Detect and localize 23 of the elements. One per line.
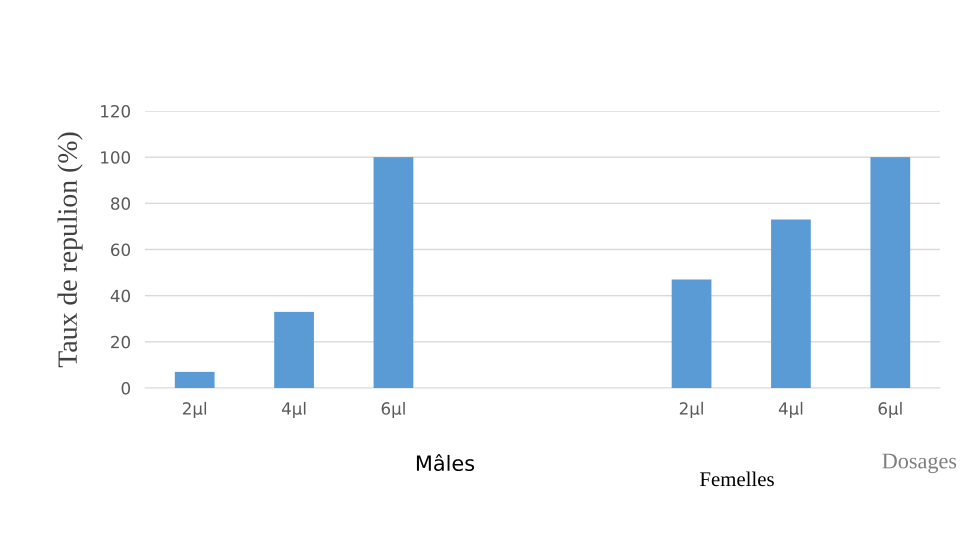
y-tick-label: 20 [111,336,130,348]
text: Femelles [700,472,774,486]
x-axis-title: Dosages [882,454,956,474]
y-tick-label: 80 [111,197,130,210]
x-tick-label: 4µl [778,402,802,418]
y-tick-label: 60 [111,243,130,256]
y-tick-label: 0 [122,382,130,395]
x-tick-label: 6µl [382,402,405,418]
text: Mâles [416,454,474,472]
bar [870,157,910,388]
y-axis-title: Taux de repulion (%) [57,132,83,368]
x-tick-label: 6µl [878,402,902,418]
x-tick-label: 2µl [182,402,206,418]
bar [174,372,215,388]
bar [672,280,712,388]
bar [771,219,811,388]
bar [274,312,314,388]
x-tick-label: 2µl [680,402,703,418]
y-tick-label: 40 [110,290,130,302]
x-tick-label: 4µl [282,402,306,418]
bar [374,157,414,388]
y-tick-label: 100 [101,151,130,164]
y-tick-label: 120 [101,104,130,118]
